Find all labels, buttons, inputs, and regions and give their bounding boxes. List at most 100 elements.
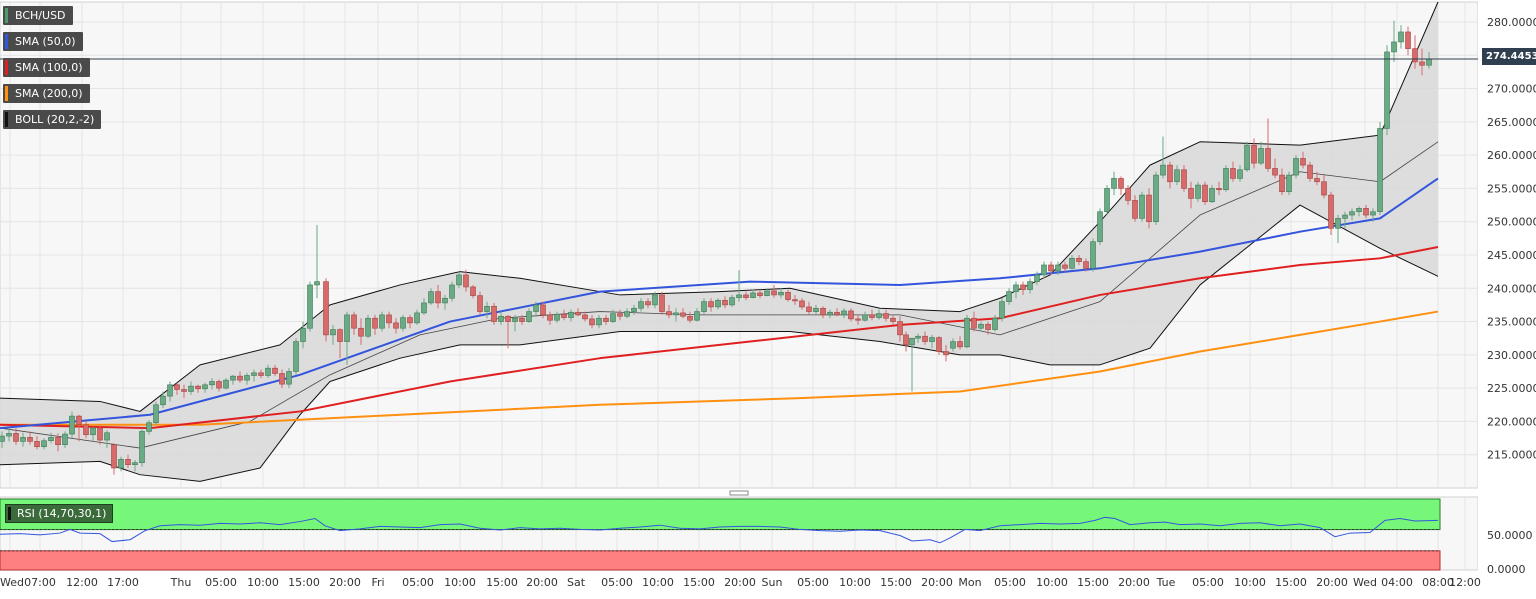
candle-body (97, 427, 103, 441)
candle-body (617, 313, 623, 317)
candle-body (1412, 48, 1418, 63)
candle-body (1216, 188, 1222, 191)
rsi-overbought-zone (0, 498, 1441, 531)
y-tick-label: 250.0000 (1487, 216, 1536, 229)
candle-body (132, 462, 138, 465)
candle-body (34, 441, 40, 448)
bollinger-mid-line (0, 141, 1439, 449)
candle-body (1125, 188, 1131, 201)
candle-body (195, 385, 201, 390)
candle-body (1426, 58, 1432, 66)
candle-body (435, 291, 441, 304)
candle-body (1384, 51, 1390, 129)
indicator-legend-boll[interactable]: BOLL (20,2,-2) (3, 110, 102, 129)
candle-body (1377, 128, 1383, 213)
candle-body (922, 335, 928, 342)
x-tick-label: 20:00 (1316, 576, 1348, 589)
candle-body (743, 294, 749, 298)
candle-body (1307, 164, 1313, 179)
y-tick-label: 280.0000 (1487, 16, 1536, 29)
x-tick-label: 07:00 (24, 576, 56, 589)
x-tick-label: 15:00 (880, 576, 912, 589)
x-tick-label: 20:00 (526, 576, 558, 589)
x-tick-label: Tue (1156, 576, 1176, 589)
candle-body (610, 313, 616, 322)
y-tick-label: 235.0000 (1487, 316, 1536, 329)
candle-body (764, 290, 770, 296)
candle-body (0, 435, 5, 442)
candle-body (307, 284, 313, 329)
panel-resize-handle (729, 490, 749, 496)
candle-body (666, 311, 672, 316)
candle-body (1111, 178, 1117, 189)
y-tick-label: 270.0000 (1487, 83, 1536, 96)
candle-body (1335, 218, 1341, 229)
indicator-legend-sma50[interactable]: SMA (50,0) (3, 32, 83, 51)
candle-body (209, 381, 215, 386)
candle-body (943, 351, 949, 356)
candle-body (722, 299, 728, 306)
x-tick-label: Fri (371, 576, 384, 589)
candle-body (1244, 144, 1250, 171)
candle-body (694, 311, 700, 321)
candle-body (841, 310, 847, 316)
candle-body (1370, 211, 1376, 216)
candle-body (596, 317, 602, 326)
candle-body (251, 372, 257, 376)
candle-body (202, 384, 208, 390)
x-tick-label: 04:00 (1381, 576, 1413, 589)
candle-body (575, 311, 581, 316)
candle-body (1293, 158, 1299, 176)
rsi-tick-label: 0.0000 (1487, 563, 1526, 576)
boll-swatch (5, 112, 8, 127)
candle-body (848, 310, 854, 320)
indicator-legend-sma200[interactable]: SMA (200,0) (3, 84, 90, 103)
x-tick-label: Thu (170, 576, 192, 589)
candle-body (160, 395, 166, 406)
candle-body (27, 437, 33, 442)
candle-body (936, 337, 942, 352)
candle-body (1223, 168, 1229, 191)
candle-body (680, 312, 686, 317)
candle-body (456, 274, 462, 286)
candle-body (806, 306, 812, 312)
candle-body (1258, 148, 1264, 164)
x-tick-label: 12:00 (1449, 576, 1481, 589)
candle-body (1069, 258, 1075, 269)
candle-body (512, 317, 518, 322)
sma50-label: SMA (50,0) (15, 35, 76, 48)
candle-body (1174, 169, 1180, 183)
x-tick-label: 20:00 (1118, 576, 1150, 589)
candle-body (244, 375, 250, 381)
current-price-tag: 274.44533 (1482, 48, 1536, 65)
candle-body (862, 314, 868, 321)
candle-body (757, 292, 763, 296)
candle-body (736, 294, 742, 298)
x-tick-label: 10:00 (839, 576, 871, 589)
candle-body (421, 302, 427, 314)
candle-body (778, 291, 784, 296)
x-tick-label: 20:00 (329, 576, 361, 589)
x-tick-label: 15:00 (486, 576, 518, 589)
x-tick-label: 05:00 (994, 576, 1026, 589)
candle-body (265, 367, 271, 376)
y-tick-label: 245.0000 (1487, 249, 1536, 262)
candle-body (1181, 169, 1187, 189)
indicator-legend-sma100[interactable]: SMA (100,0) (3, 58, 90, 77)
candle-body (1405, 31, 1411, 49)
rsi-legend[interactable]: RSI (14,70,30,1) (5, 504, 114, 523)
candle-body (1146, 194, 1152, 222)
candle-body (351, 314, 357, 329)
candle-body (659, 294, 665, 312)
symbol-legend[interactable]: BCH/USD (3, 6, 73, 25)
sma100-label: SMA (100,0) (15, 61, 83, 74)
candle-body (1139, 194, 1145, 219)
candle-body (463, 274, 469, 288)
candle-body (386, 314, 392, 324)
candle-body (624, 311, 630, 317)
candle-body (41, 440, 47, 448)
candle-body (414, 312, 420, 324)
candle-body (1160, 164, 1166, 176)
y-tick-label: 220.0000 (1487, 415, 1536, 428)
